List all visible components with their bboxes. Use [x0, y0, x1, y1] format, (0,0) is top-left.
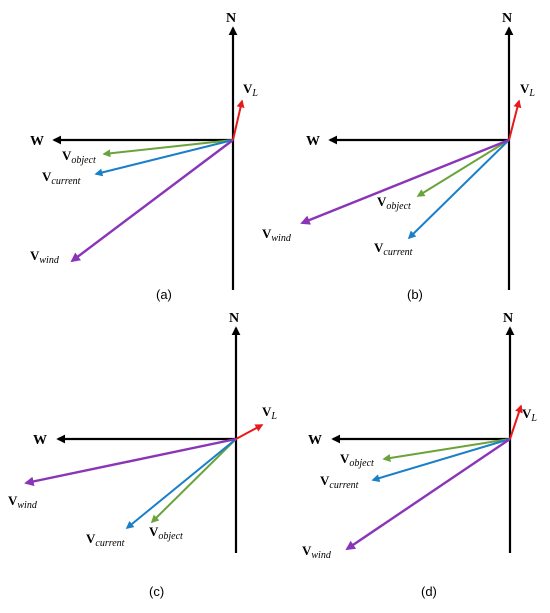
- north-label: N: [502, 11, 512, 26]
- v-current-arrow: [125, 438, 237, 530]
- v-wind-label: Vwind: [302, 543, 332, 561]
- v-wind-arrow: [300, 138, 510, 225]
- panel-a: N W VL Vobject Vcurrent Vwind (a): [30, 11, 258, 302]
- west-label: W: [33, 433, 47, 448]
- v-object-label: Vobject: [149, 524, 183, 542]
- panel-c: N W VL Vobject Vcurrent Vwind (c): [8, 311, 277, 599]
- v-wind-label: Vwind: [30, 248, 60, 266]
- v-current-arrow: [94, 139, 234, 177]
- v-wind-arrow: [345, 438, 511, 551]
- v-wind-arrow: [24, 437, 237, 487]
- v-current-label: Vcurrent: [86, 531, 125, 549]
- v-object-label: Vobject: [62, 148, 96, 166]
- v-wind-label: Vwind: [262, 226, 292, 244]
- v-current-arrow: [371, 438, 511, 482]
- v-current-arrow: [407, 139, 510, 240]
- north-label: N: [503, 311, 513, 326]
- v-l-label: VL: [522, 406, 537, 424]
- v-object-arrow: [382, 438, 511, 462]
- v-l-arrow: [232, 99, 245, 141]
- v-wind-arrow: [70, 139, 234, 263]
- v-l-arrow: [235, 424, 264, 440]
- v-object-label: Vobject: [340, 451, 374, 469]
- v-object-arrow: [416, 139, 510, 197]
- west-label: W: [30, 134, 44, 149]
- v-object-arrow: [150, 438, 237, 524]
- panel-a-label: (a): [156, 287, 172, 302]
- panel-b-label: (b): [407, 287, 423, 302]
- north-label: N: [226, 11, 236, 26]
- panel-d: N W VL Vobject Vcurrent Vwind (d): [302, 311, 537, 599]
- v-l-arrow: [508, 99, 522, 141]
- v-current-label: Vcurrent: [42, 169, 81, 187]
- v-l-label: VL: [520, 81, 535, 99]
- panel-b: N W VL Vobject Vcurrent Vwind (b): [262, 11, 535, 302]
- panel-d-label: (d): [421, 584, 437, 599]
- v-current-label: Vcurrent: [374, 240, 413, 258]
- v-object-arrow: [102, 139, 234, 158]
- west-label: W: [306, 134, 320, 149]
- panel-c-label: (c): [149, 584, 164, 599]
- v-l-label: VL: [243, 81, 258, 99]
- north-label: N: [229, 311, 239, 326]
- v-current-label: Vcurrent: [320, 473, 359, 491]
- v-l-arrow: [509, 404, 523, 440]
- v-l-label: VL: [262, 404, 277, 422]
- v-wind-label: Vwind: [8, 493, 38, 511]
- west-label: W: [308, 433, 322, 448]
- v-object-label: Vobject: [377, 194, 411, 212]
